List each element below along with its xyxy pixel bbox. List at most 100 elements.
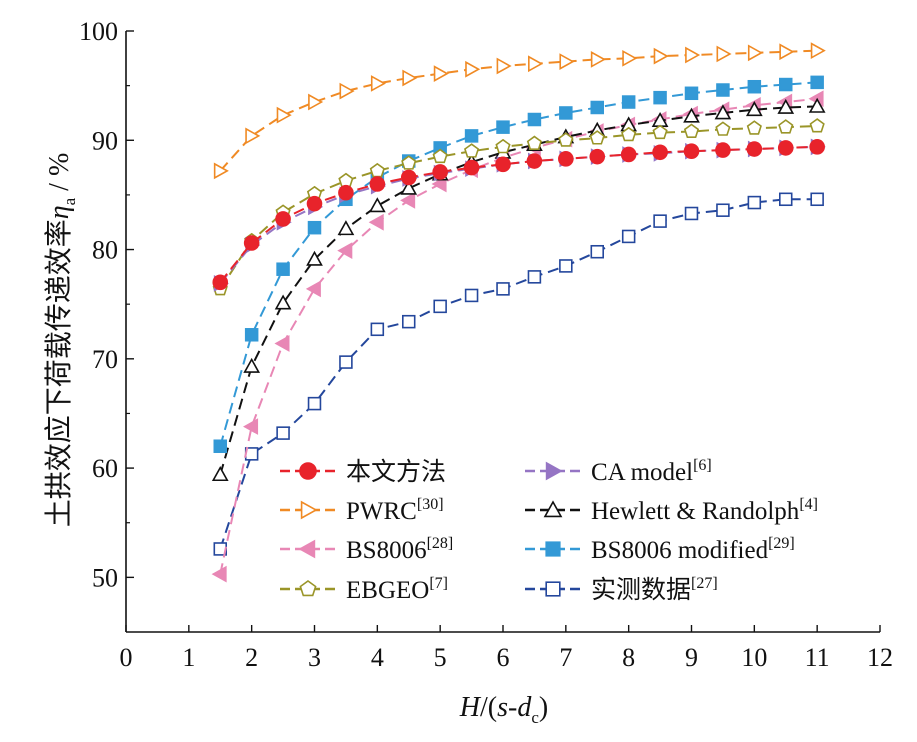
data-point xyxy=(526,153,543,169)
legend-swatch-marker xyxy=(545,541,561,557)
data-point xyxy=(308,93,324,111)
data-point xyxy=(808,97,826,113)
data-point xyxy=(778,119,794,134)
data-point xyxy=(400,179,418,195)
legend-item: BS8006[28] xyxy=(280,535,453,564)
legend-item: PWRC[30] xyxy=(280,496,444,525)
legend-label: CA model[6] xyxy=(591,457,712,486)
x-tick-label: 7 xyxy=(559,643,572,672)
data-point xyxy=(590,244,604,259)
data-point xyxy=(307,220,322,235)
legend-label: BS8006 modified[29] xyxy=(591,535,795,564)
x-tick-label: 12 xyxy=(867,643,893,672)
data-point xyxy=(402,69,418,87)
data-point xyxy=(495,138,511,154)
data-point xyxy=(274,294,292,310)
data-point xyxy=(496,57,512,75)
data-point xyxy=(528,55,544,73)
data-point xyxy=(275,211,291,227)
data-point xyxy=(559,106,573,120)
data-point xyxy=(622,49,638,67)
data-point xyxy=(683,123,700,138)
data-point xyxy=(307,396,322,411)
data-point xyxy=(653,90,667,105)
data-point xyxy=(339,355,353,369)
y-tick-label: 90 xyxy=(92,126,118,155)
data-point xyxy=(305,280,321,298)
series-line xyxy=(219,198,818,550)
x-axis-title: H/(s-dc) xyxy=(459,692,548,727)
data-point xyxy=(306,195,323,212)
plot-area xyxy=(211,42,826,583)
data-point xyxy=(747,195,762,210)
data-point xyxy=(746,141,763,157)
series-1 xyxy=(213,42,826,180)
data-point xyxy=(526,135,543,151)
legend-item: EBGEO[7] xyxy=(280,575,448,604)
data-point xyxy=(809,118,825,133)
data-point xyxy=(464,129,479,143)
data-point xyxy=(496,120,510,134)
x-tick-label: 6 xyxy=(497,643,510,672)
legend-item: Hewlett & Randolph[4] xyxy=(525,496,818,525)
data-point xyxy=(716,83,730,97)
data-point xyxy=(244,328,259,342)
data-point xyxy=(211,565,227,583)
data-point xyxy=(527,112,542,127)
legend-item: 实测数据[27] xyxy=(525,575,718,604)
data-point xyxy=(370,322,385,337)
data-point xyxy=(685,46,701,64)
data-point xyxy=(276,426,290,440)
data-point xyxy=(370,75,386,92)
y-tick-label: 80 xyxy=(92,236,118,265)
data-point xyxy=(463,143,480,158)
data-point xyxy=(559,53,575,70)
data-point xyxy=(621,229,636,244)
data-point xyxy=(810,42,826,60)
legend-swatch-marker xyxy=(298,539,316,559)
data-point xyxy=(337,220,355,236)
legend-swatch-marker xyxy=(299,580,317,597)
x-tick-label: 10 xyxy=(741,643,767,672)
data-point xyxy=(558,151,574,167)
x-tick-label: 2 xyxy=(245,643,258,672)
data-point xyxy=(810,192,824,207)
data-point xyxy=(746,120,762,135)
data-point xyxy=(653,214,667,228)
data-point xyxy=(652,124,668,140)
data-point xyxy=(714,104,732,120)
data-point xyxy=(590,100,604,115)
data-point xyxy=(339,82,355,100)
data-point xyxy=(276,106,292,124)
legend-item: BS8006 modified[29] xyxy=(525,535,795,564)
legend-label: EBGEO[7] xyxy=(346,575,448,604)
series-0 xyxy=(212,139,825,291)
data-point xyxy=(495,156,511,173)
data-point xyxy=(401,314,416,329)
legend-label: Hewlett & Randolph[4] xyxy=(591,496,818,525)
legend-label: 实测数据[27] xyxy=(591,575,718,604)
data-point xyxy=(432,148,448,164)
series-5 xyxy=(211,97,826,482)
data-point xyxy=(777,98,795,114)
data-point xyxy=(369,176,386,192)
data-point xyxy=(274,335,290,352)
x-tick-label: 4 xyxy=(371,643,384,672)
data-point xyxy=(621,95,636,109)
x-tick-label: 8 xyxy=(622,643,635,672)
data-point xyxy=(369,162,385,178)
y-axis-title: 土拱效应下荷载传递效率ηa / % xyxy=(43,153,79,528)
x-tick-label: 1 xyxy=(182,643,195,672)
series-3 xyxy=(212,118,825,296)
x-tick-label: 0 xyxy=(120,643,133,672)
data-point xyxy=(621,126,637,142)
data-point xyxy=(715,142,731,158)
data-point xyxy=(243,235,260,251)
data-point xyxy=(684,206,699,221)
data-point xyxy=(465,60,481,78)
legend-label: 本文方法 xyxy=(346,458,446,486)
data-point xyxy=(559,259,573,273)
data-point xyxy=(464,288,479,303)
